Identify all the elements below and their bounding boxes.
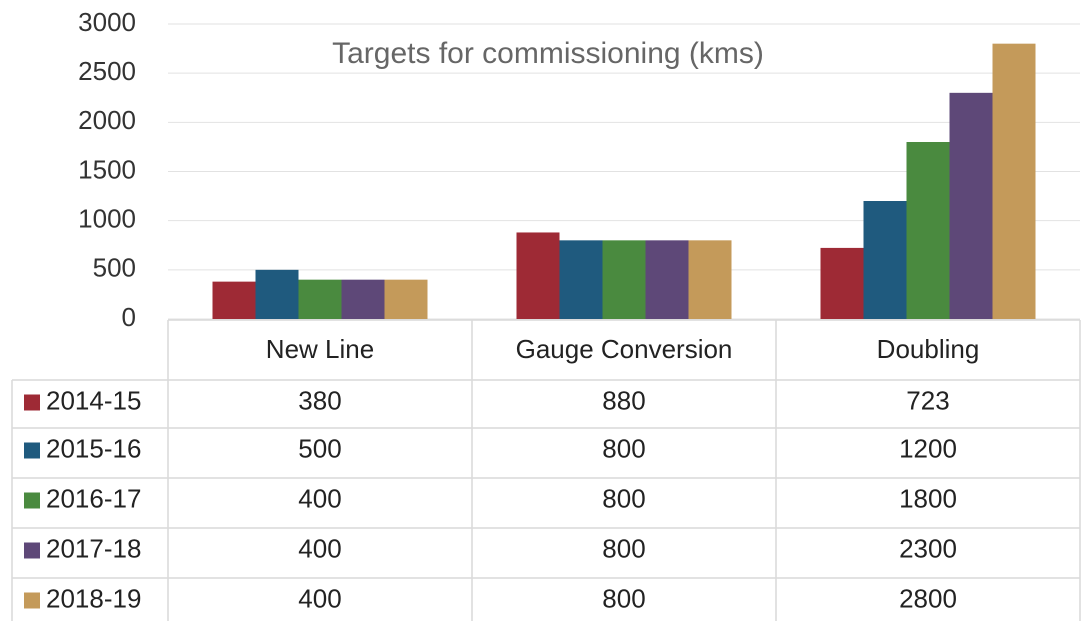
y-tick-label: 2000 — [78, 105, 136, 135]
table-value: 2300 — [899, 533, 957, 563]
category-label: Gauge Conversion — [516, 334, 733, 364]
bar — [516, 232, 560, 319]
bar — [341, 279, 385, 319]
table-value: 800 — [602, 433, 645, 463]
category-label: Doubling — [877, 334, 980, 364]
table-value: 400 — [298, 583, 341, 613]
table-value: 800 — [602, 533, 645, 563]
table-value: 1200 — [899, 433, 957, 463]
table-value: 380 — [298, 385, 341, 415]
y-tick-label: 0 — [122, 302, 136, 332]
legend-swatch — [24, 394, 40, 411]
legend-swatch — [24, 442, 40, 459]
legend-label: 2017-18 — [46, 533, 141, 563]
table-value: 500 — [298, 433, 341, 463]
table-value: 880 — [602, 385, 645, 415]
bar — [863, 201, 907, 319]
table-value: 800 — [602, 483, 645, 513]
y-tick-label: 1500 — [78, 154, 136, 184]
bar — [255, 269, 299, 319]
y-tick-label: 1000 — [78, 204, 136, 234]
bar — [602, 240, 646, 319]
legend-label: 2015-16 — [46, 433, 141, 463]
bar — [645, 240, 689, 319]
table-value: 400 — [298, 533, 341, 563]
bar — [212, 281, 256, 319]
bar — [992, 43, 1036, 320]
legend-label: 2018-19 — [46, 583, 141, 613]
y-tick-label: 500 — [93, 253, 136, 283]
bar — [906, 142, 950, 319]
table-value: 2800 — [899, 583, 957, 613]
chart-title: Targets for commissioning (kms) — [332, 37, 764, 70]
legend-label: 2016-17 — [46, 483, 141, 513]
legend-label: 2014-15 — [46, 385, 141, 415]
bar — [298, 279, 342, 319]
legend-swatch — [24, 592, 40, 609]
table-value: 400 — [298, 483, 341, 513]
bar — [384, 279, 428, 319]
bar — [559, 240, 603, 319]
y-tick-label: 2500 — [78, 56, 136, 86]
table-value: 1800 — [899, 483, 957, 513]
bar — [688, 240, 732, 319]
legend-swatch — [24, 492, 40, 509]
y-tick-label: 3000 — [78, 7, 136, 37]
legend-swatch — [24, 542, 40, 559]
bar — [820, 247, 864, 319]
bar — [949, 92, 993, 319]
category-label: New Line — [266, 334, 374, 364]
table-value: 800 — [602, 583, 645, 613]
table-value: 723 — [906, 385, 949, 415]
